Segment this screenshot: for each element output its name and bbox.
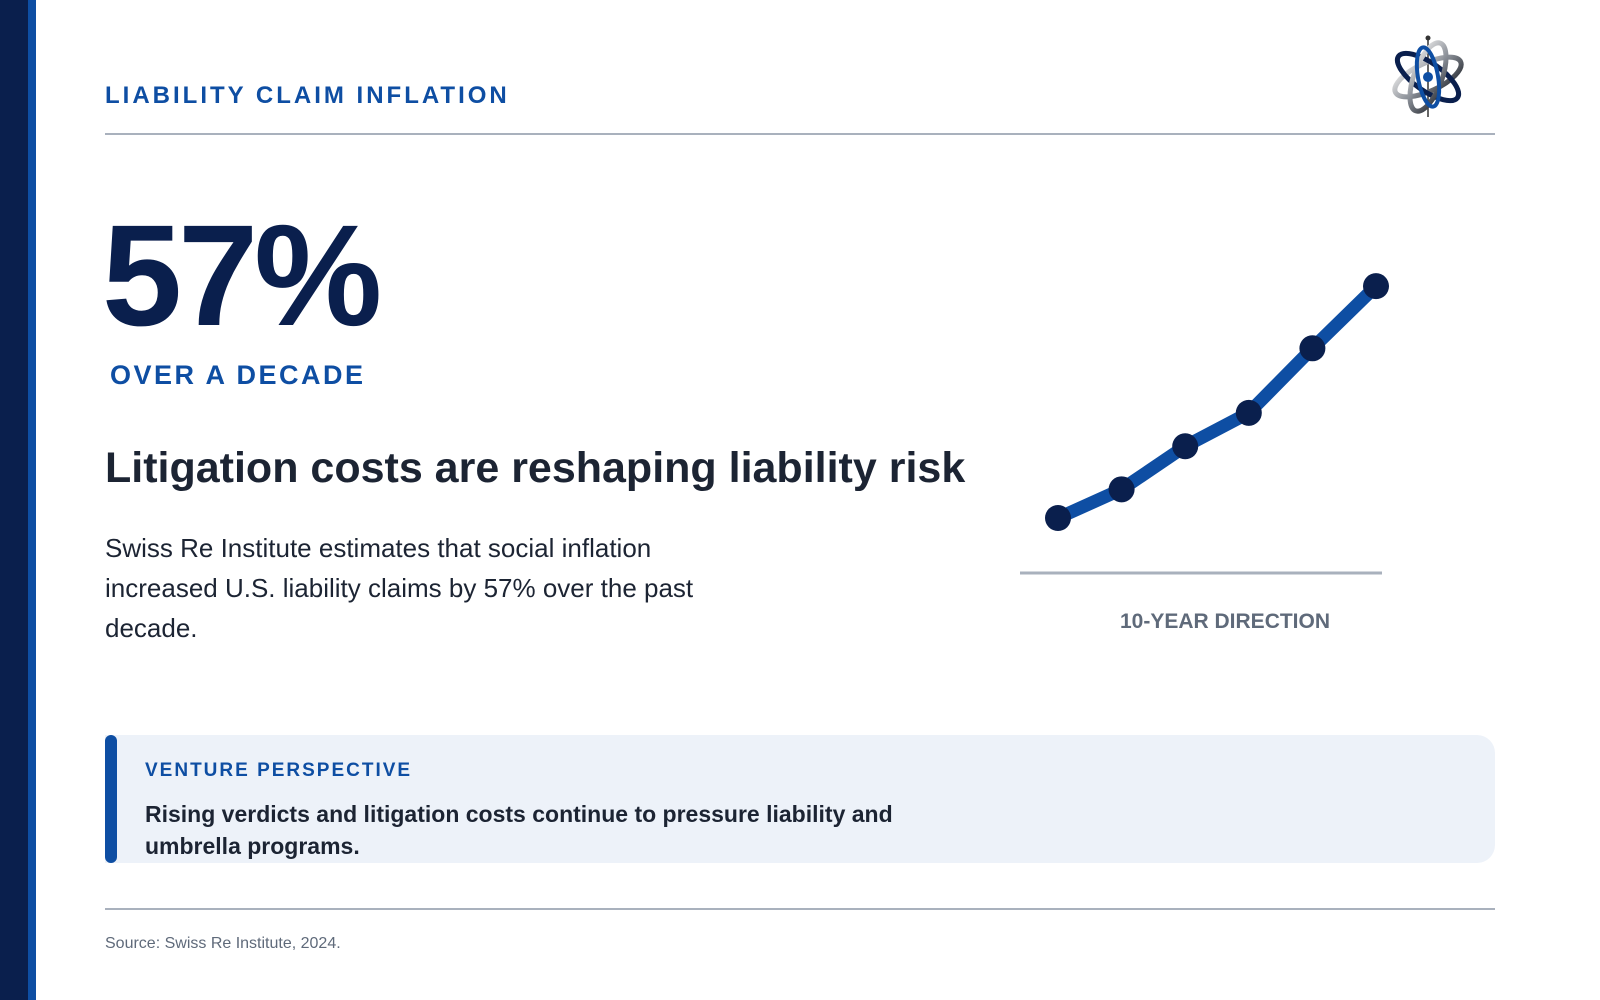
sidebar-band-dark [0,0,28,1000]
data-point-4 [1235,399,1262,426]
callout-label: VENTURE PERSPECTIVE [145,760,413,781]
data-point-5 [1299,335,1326,362]
section-label: LIABILITY CLAIM INFLATION [105,82,510,109]
page-title: Litigation costs are reshaping liability… [105,444,966,492]
chart-caption: 10-YEAR DIRECTION [1119,610,1331,633]
data-point-3 [1172,433,1199,460]
series-points [1045,273,1389,531]
callout-accent-bar [105,735,117,863]
headline-stat: 57% [102,195,382,356]
series-line [1051,279,1383,525]
trend-line-chart [1020,273,1389,575]
globe-orbit-logo-icon [1384,33,1472,121]
source-note: Source: Swiss Re Institute, 2024. [105,935,341,952]
callout-panel: VENTURE PERSPECTIVE Rising verdicts and … [105,735,1495,863]
callout-text: Rising verdicts and litigation costs con… [145,801,893,859]
data-point-6 [1363,273,1389,300]
data-point-1 [1045,505,1071,531]
footer-divider [105,908,1495,910]
body-paragraph: Swiss Re Institute estimates that social… [105,533,694,643]
data-point-2 [1108,476,1135,503]
stat-subtitle: OVER A DECADE [110,360,366,390]
header-divider [105,133,1495,135]
sidebar-band-accent [28,0,36,1000]
